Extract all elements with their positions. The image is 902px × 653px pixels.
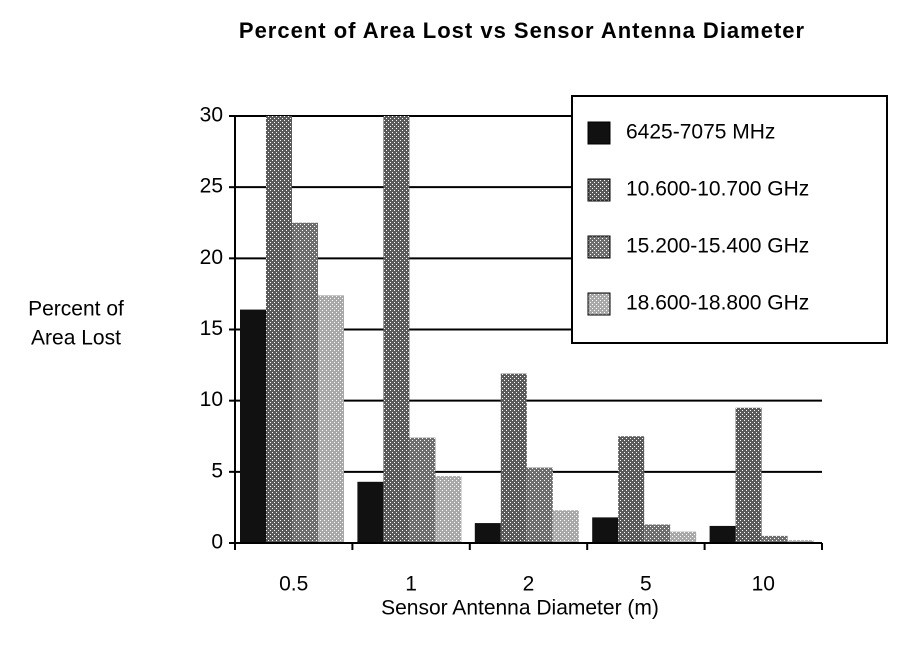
bar [618,436,645,543]
y-tick-label: 10 [200,388,223,411]
bar [383,116,410,543]
bars [240,116,814,543]
legend-label: 10.600-10.700 GHz [626,178,809,201]
bar [357,481,384,543]
bar [592,517,619,543]
bar [409,437,436,543]
legend-label: 18.600-18.800 GHz [626,292,809,315]
y-tick-label: 0 [211,531,223,554]
x-tick-label: 5 [640,573,652,596]
y-tick-label: 30 [200,104,223,127]
legend-box [571,95,888,344]
bar [240,309,266,543]
legend-swatch [587,292,611,316]
legend-label: 6425-7075 MHz [626,121,775,144]
y-tick-label: 15 [200,317,223,340]
chart-title: Percent of Area Lost vs Sensor Antenna D… [239,18,805,43]
legend-swatch [587,235,611,259]
bar [266,116,292,543]
legend-swatch [587,121,611,145]
bar [318,295,344,543]
bar [526,467,553,543]
y-axis-label: Percent of [28,298,124,321]
y-tick-label: 20 [200,246,223,269]
y-tick-label: 25 [200,175,223,198]
legend-label: 15.200-15.400 GHz [626,235,809,258]
x-tick-label: 10 [752,573,775,596]
bar [709,525,736,543]
bar [670,531,697,543]
bar [500,373,527,543]
x-tick-label: 0.5 [279,573,308,596]
bar [735,407,762,543]
x-tick-label: 2 [523,573,535,596]
bar [552,510,579,543]
bar [761,535,788,543]
y-axis-label: Area Lost [31,327,121,350]
bar [787,540,814,543]
bar [474,523,501,543]
x-axis-label: Sensor Antenna Diameter (m) [381,597,659,620]
bar [644,524,671,543]
legend-swatch [587,178,611,202]
bar [292,222,318,543]
bar [435,476,462,543]
y-tick-label: 5 [211,459,223,482]
x-tick-label: 1 [405,573,417,596]
